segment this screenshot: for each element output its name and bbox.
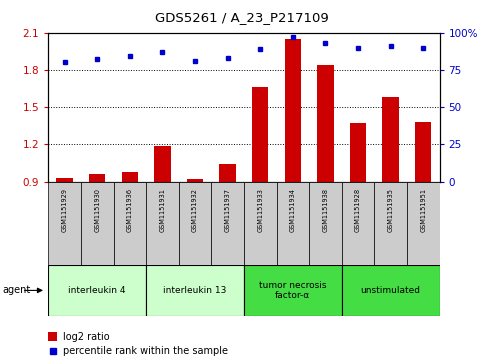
Text: GSM1151938: GSM1151938	[323, 188, 328, 232]
Text: GSM1151934: GSM1151934	[290, 188, 296, 232]
Bar	[309, 182, 342, 265]
Bar	[48, 332, 57, 341]
Text: percentile rank within the sample: percentile rank within the sample	[63, 346, 228, 356]
Bar	[89, 174, 105, 182]
Bar	[114, 182, 146, 265]
Text: log2 ratio: log2 ratio	[63, 331, 110, 342]
Text: interleukin 13: interleukin 13	[163, 286, 227, 295]
Bar	[244, 182, 277, 265]
Text: GSM1151933: GSM1151933	[257, 188, 263, 232]
Bar	[146, 182, 179, 265]
Bar	[350, 123, 366, 182]
Text: unstimulated: unstimulated	[361, 286, 421, 295]
Bar	[48, 265, 146, 316]
Bar	[244, 265, 342, 316]
Bar	[317, 65, 334, 182]
Bar	[48, 182, 81, 265]
Bar	[146, 265, 244, 316]
Bar	[383, 97, 399, 182]
Text: GSM1151930: GSM1151930	[94, 188, 100, 232]
Text: GSM1151928: GSM1151928	[355, 188, 361, 232]
Bar	[252, 87, 269, 182]
Bar	[212, 182, 244, 265]
Bar	[407, 182, 440, 265]
Bar	[57, 178, 73, 182]
Bar	[122, 172, 138, 182]
Text: GDS5261 / A_23_P217109: GDS5261 / A_23_P217109	[155, 11, 328, 24]
Text: GSM1151935: GSM1151935	[388, 188, 394, 232]
Bar	[342, 265, 440, 316]
Text: GSM1151929: GSM1151929	[62, 188, 68, 232]
Bar	[179, 182, 212, 265]
Text: tumor necrosis
factor-α: tumor necrosis factor-α	[259, 281, 327, 300]
Bar	[374, 182, 407, 265]
Bar	[415, 122, 431, 182]
Text: GSM1151932: GSM1151932	[192, 188, 198, 232]
Text: interleukin 4: interleukin 4	[69, 286, 126, 295]
Bar	[154, 146, 170, 182]
Text: GSM1151936: GSM1151936	[127, 188, 133, 232]
Bar	[342, 182, 374, 265]
Bar	[276, 182, 309, 265]
Text: GSM1151931: GSM1151931	[159, 188, 165, 232]
Bar	[81, 182, 114, 265]
Text: agent: agent	[2, 285, 30, 295]
Text: GSM1151937: GSM1151937	[225, 188, 230, 232]
Bar	[284, 39, 301, 182]
Text: GSM1151951: GSM1151951	[420, 188, 426, 232]
Bar	[219, 164, 236, 182]
Bar	[187, 179, 203, 182]
